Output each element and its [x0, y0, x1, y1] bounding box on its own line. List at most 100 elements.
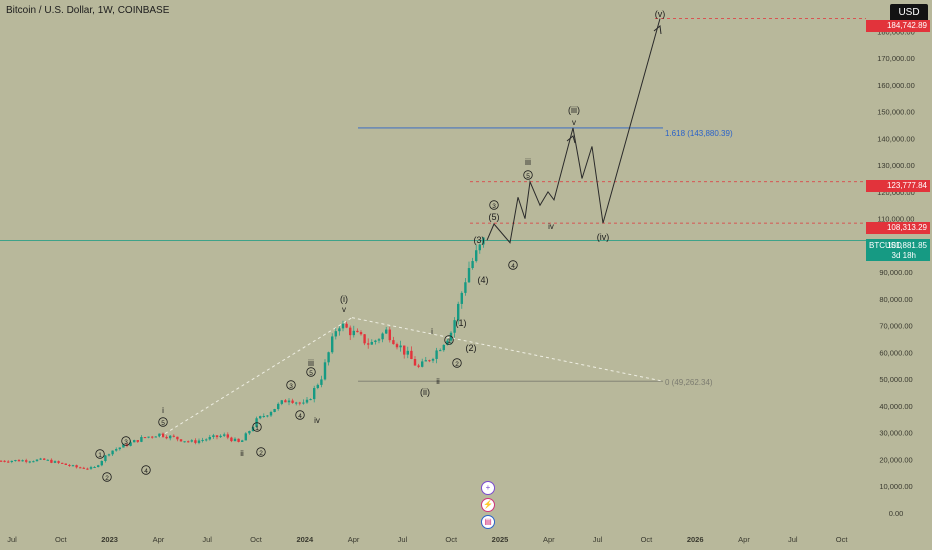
wave-label: 3 — [289, 383, 293, 390]
projection-arrow — [566, 135, 576, 144]
candle — [475, 250, 478, 262]
wave-label-circle — [523, 170, 533, 180]
candle — [295, 402, 298, 404]
wave-label: (ii) — [420, 387, 430, 397]
flash-icon[interactable]: ⚡ — [481, 498, 495, 512]
fib-level-0: 0 (49,262.34) — [665, 378, 713, 387]
candle — [7, 461, 10, 463]
wave-label-circle — [102, 472, 112, 482]
y-tick-label: 170,000.00 — [877, 54, 915, 63]
candle — [431, 358, 435, 361]
candle — [435, 350, 438, 359]
trend-line — [351, 317, 664, 382]
plus-icon[interactable]: + — [481, 481, 495, 495]
candle — [233, 438, 237, 442]
y-tick-label: 40,000.00 — [879, 402, 912, 411]
candle — [208, 437, 211, 440]
x-tick-label: Jul — [202, 535, 212, 544]
currency-button[interactable]: USD — [890, 4, 928, 22]
candle — [68, 464, 71, 466]
x-axis: Jul Oct 2023 Apr Jul Oct 2024 Apr Jul Oct 2025 Apr J… — [7, 535, 848, 544]
candle — [385, 329, 388, 334]
wave-label-circle — [121, 436, 131, 446]
x-tick-label: Oct — [836, 535, 849, 544]
wave-label: 4 — [144, 468, 148, 475]
chart-title: Bitcoin / U.S. Dollar, 1W, COINBASE — [6, 5, 170, 16]
level-tag-184742: 184,742.89 — [866, 20, 930, 32]
candle — [471, 261, 474, 269]
candle — [273, 409, 276, 413]
y-tick-label: 160,000.00 — [877, 81, 915, 90]
candle — [345, 323, 348, 328]
candle — [284, 400, 287, 403]
candle — [259, 416, 262, 419]
candle — [226, 434, 229, 438]
x-tick-label: 2026 — [687, 535, 704, 544]
wave-label: (v) — [655, 9, 666, 19]
wave-label-circle — [295, 410, 305, 420]
y-tick-label: 80,000.00 — [879, 295, 912, 304]
wave-label-circle — [306, 367, 316, 377]
candle — [248, 431, 251, 434]
flag-icon[interactable]: ▤ — [481, 515, 495, 529]
y-tick-label: 70,000.00 — [879, 322, 912, 331]
candle — [21, 460, 24, 462]
candle — [446, 340, 449, 345]
candle — [147, 436, 150, 438]
wave-label-circle — [286, 380, 296, 390]
candle — [93, 466, 96, 468]
y-tick-label: 60,000.00 — [879, 348, 912, 357]
candle — [478, 244, 481, 251]
candle — [169, 435, 172, 439]
wave-label-circle — [158, 417, 168, 427]
candle — [421, 361, 424, 367]
wave-label: 1 — [98, 452, 102, 459]
candle — [223, 434, 226, 436]
candle — [241, 440, 244, 442]
wave-label: iv — [548, 222, 554, 231]
candle — [392, 340, 395, 345]
y-tick-label: 50,000.00 — [879, 375, 912, 384]
candle — [136, 440, 139, 442]
wave-label: 3 — [492, 203, 496, 210]
y-tick-label: 140,000.00 — [877, 134, 915, 143]
candle — [140, 437, 143, 442]
x-tick-label: Oct — [641, 535, 654, 544]
candle — [79, 467, 82, 469]
y-tick-label: 0.00 — [889, 509, 904, 518]
candle — [89, 467, 93, 469]
wave-label: 4 — [511, 263, 515, 270]
wave-label: (i) — [340, 294, 348, 304]
trend-line — [159, 317, 353, 438]
candle — [280, 400, 283, 404]
level-tag-123777: 123,777.84 — [866, 180, 930, 192]
candle — [302, 402, 305, 404]
wave-label: (1) — [456, 318, 467, 328]
candle — [449, 332, 453, 341]
candle — [316, 384, 319, 389]
candle — [161, 433, 165, 437]
candle — [25, 460, 28, 462]
candle — [57, 461, 60, 463]
wave-label: 2 — [105, 475, 109, 482]
candle — [104, 455, 107, 461]
wave-label: 3 — [124, 439, 128, 446]
candle — [46, 459, 49, 461]
wave-label: iii — [308, 358, 314, 368]
candle — [381, 333, 384, 340]
candle — [395, 344, 399, 348]
candle — [460, 292, 463, 304]
wave-label-circle — [489, 200, 499, 210]
grid-layer — [0, 18, 866, 382]
candle — [53, 461, 57, 463]
wave-label: 2 — [259, 450, 263, 457]
candle — [323, 362, 327, 380]
x-tick-label: Jul — [593, 535, 603, 544]
candle — [403, 345, 406, 355]
wave-label: 2 — [455, 361, 459, 368]
trend-lines — [159, 317, 664, 438]
candle — [359, 332, 363, 335]
x-tick-label: Jul — [398, 535, 408, 544]
wave-label: (iii) — [568, 105, 580, 115]
